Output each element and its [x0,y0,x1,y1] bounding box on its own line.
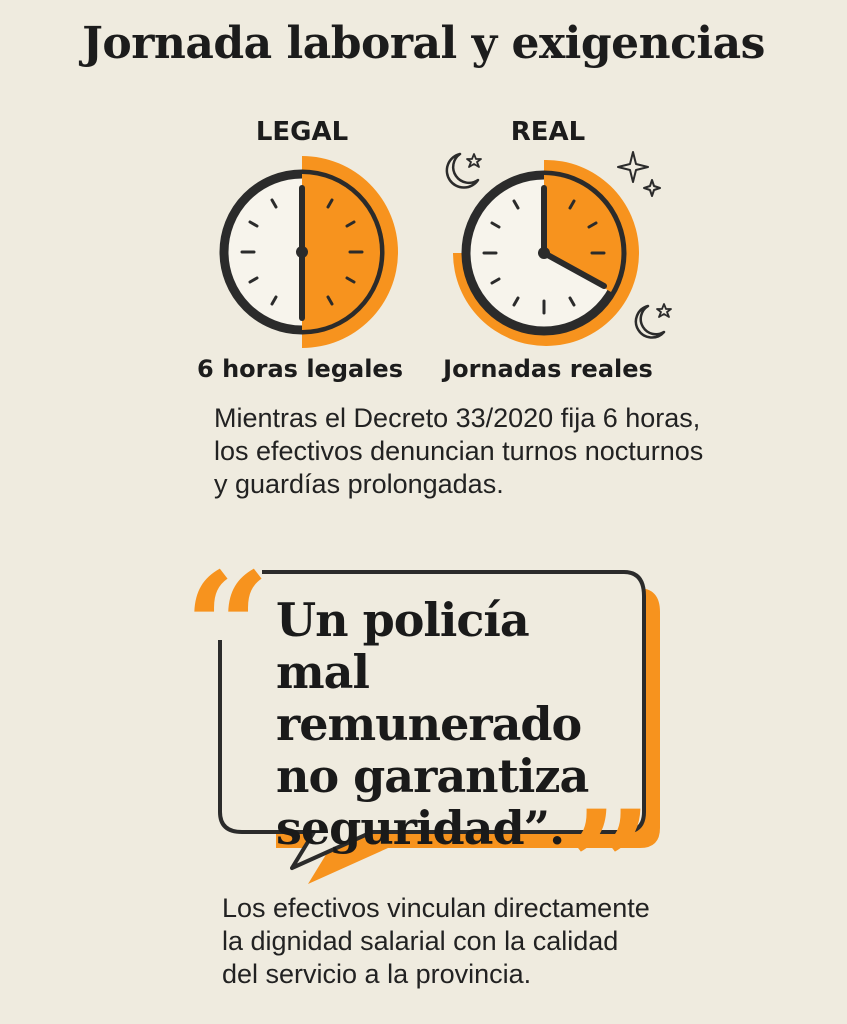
legal-caption: 6 horas legales [197,355,403,383]
real-label: REAL [510,117,586,147]
moon-icon [634,304,666,339]
bubble-outline [218,570,646,870]
moon-star-icon-bottom [634,303,672,339]
star-icon [466,153,482,168]
description-text: Mientras el Decreto 33/2020 fija 6 horas… [214,403,704,499]
sparkle-icons [617,151,661,197]
star-icon [617,151,649,183]
real-minute-hand [541,250,607,289]
moon-star-icon [445,152,482,189]
star-icon [643,179,661,197]
legal-clock-fill [302,174,380,330]
real-caption: Jornadas reales [443,355,653,383]
legal-clock-icon [219,156,398,348]
star-icon [656,303,672,318]
footer-text: Los efectivos vinculan directamente la d… [222,893,650,989]
open-quote-icon: “ [184,540,270,716]
page-title: Jornada laboral y exigencias [82,18,765,69]
close-quote-icon: ” [566,778,652,954]
quote-text: Un policía mal remunerado no garantiza s… [276,593,589,855]
real-clock-icon [453,159,639,346]
moon-icon [445,152,480,189]
legal-label: LEGAL [255,117,349,147]
